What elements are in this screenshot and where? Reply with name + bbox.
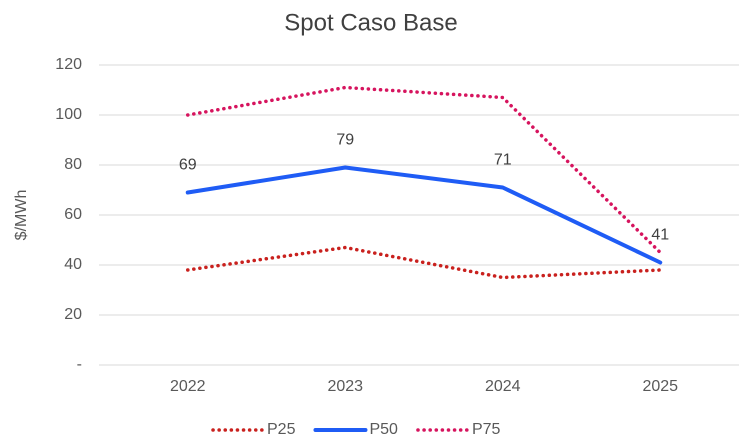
legend-label: P75 bbox=[472, 421, 501, 438]
legend-label: P25 bbox=[267, 421, 296, 438]
legend-label: P50 bbox=[369, 421, 398, 438]
y-tick-label: 60 bbox=[64, 206, 82, 223]
y-tick-label: 20 bbox=[64, 306, 82, 323]
y-tick-label: 40 bbox=[64, 256, 82, 273]
x-tick-label: 2023 bbox=[327, 378, 363, 395]
y-axis-label: $/MWh bbox=[13, 190, 30, 241]
y-tick-label: 120 bbox=[55, 56, 82, 73]
x-tick-label: 2022 bbox=[170, 378, 206, 395]
series-line bbox=[185, 165, 663, 265]
data-label: 69 bbox=[179, 157, 197, 174]
data-label: 71 bbox=[494, 152, 512, 169]
y-tick-label: - bbox=[77, 356, 82, 373]
series-line bbox=[186, 245, 662, 280]
data-label: 41 bbox=[651, 227, 669, 244]
x-tick-label: 2025 bbox=[642, 378, 678, 395]
chart-title: Spot Caso Base bbox=[284, 9, 457, 36]
x-tick-label: 2024 bbox=[485, 378, 521, 395]
data-label: 79 bbox=[336, 132, 354, 149]
series-line bbox=[186, 85, 662, 255]
y-tick-label: 100 bbox=[55, 106, 82, 123]
y-tick-label: 80 bbox=[64, 156, 82, 173]
